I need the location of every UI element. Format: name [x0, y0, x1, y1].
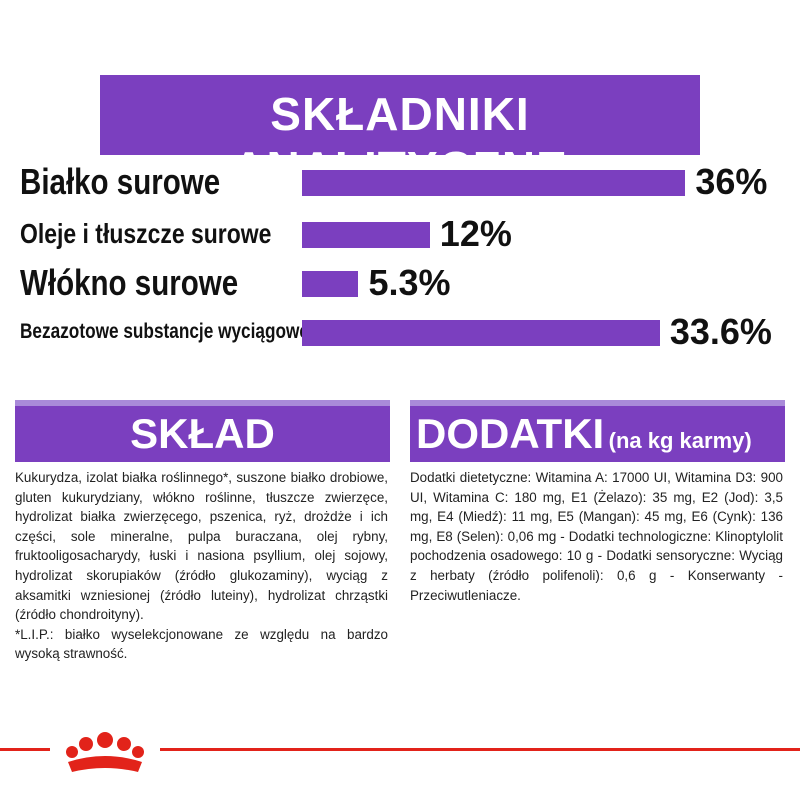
title: SKŁADNIKI ANALITYCZNE [232, 88, 568, 194]
composition-title: SKŁAD [15, 400, 390, 462]
nutrient-name: Białko surowe [20, 161, 221, 203]
nutrient-value: 36% [695, 161, 768, 202]
additives-subtitle: (na kg karmy) [608, 428, 752, 453]
additives-text: Dodatki dietetyczne: Witamina A: 17000 U… [410, 470, 783, 603]
nutrient-value: 12% [439, 213, 512, 254]
title-box: SKŁADNIKI ANALITYCZNE [100, 75, 700, 194]
additives-panel: DODATKI (na kg karmy) Dodatki dietetyczn… [410, 400, 785, 605]
additives-title: DODATKI [416, 410, 605, 457]
composition-body: Kukurydza, izolat białka roślinnego*, su… [15, 462, 390, 664]
nutrient-bar [302, 222, 430, 248]
logo [50, 722, 160, 782]
nutrient-name: Włókno surowe [20, 262, 239, 304]
nutrient-name: Bezazotowe substancje wyciągowe [20, 320, 309, 344]
nutrient-value: 33.6% [669, 311, 772, 352]
nutrient-name: Oleje i tłuszcze surowe [20, 218, 272, 250]
nutrient-bar [302, 170, 686, 196]
nutrient-bar [302, 271, 359, 297]
nutrient-bar [302, 320, 660, 346]
composition-text: Kukurydza, izolat białka roślinnego*, su… [15, 470, 388, 623]
additives-head: DODATKI (na kg karmy) [410, 400, 785, 462]
composition-panel: SKŁAD Kukurydza, izolat białka roślinneg… [15, 400, 390, 664]
composition-note: *L.I.P.: białko wyselekcjonowane ze wzgl… [15, 626, 388, 662]
nutrient-value: 5.3% [368, 262, 451, 303]
divider-line [0, 748, 800, 751]
additives-body: Dodatki dietetyczne: Witamina A: 17000 U… [410, 462, 785, 605]
